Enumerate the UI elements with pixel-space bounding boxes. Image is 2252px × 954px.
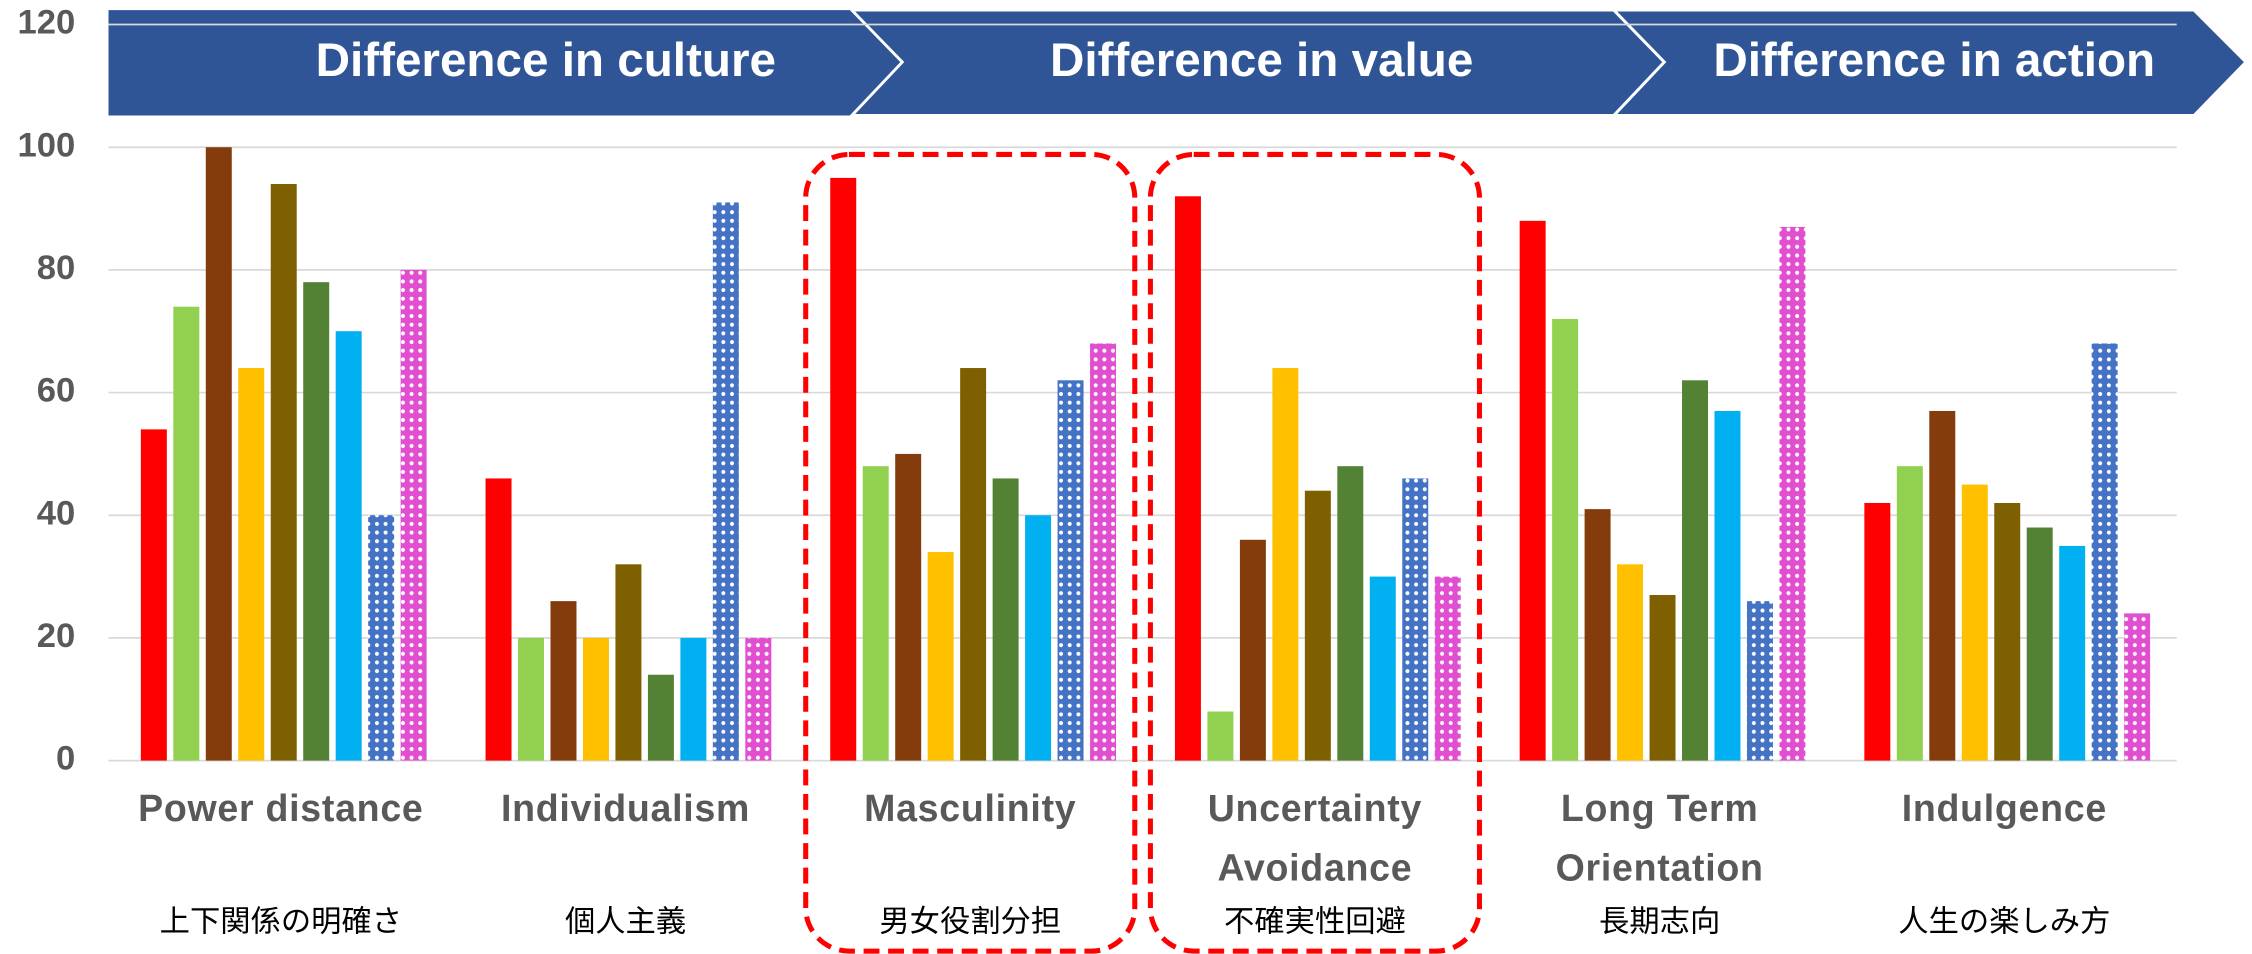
bar (830, 177, 857, 761)
bar (485, 478, 512, 761)
x-label-box: Masculinity (864, 786, 1077, 830)
highlight-box (1147, 151, 1483, 954)
bar (1272, 368, 1299, 761)
bar (335, 331, 362, 761)
bar (518, 637, 545, 761)
x-tick-label: Long Term Orientation (1555, 786, 1764, 890)
bar (270, 184, 297, 761)
y-tick-label: 120 (18, 4, 76, 42)
bar (1961, 484, 1988, 761)
bar (582, 637, 609, 761)
bar (647, 674, 674, 761)
x-label-box: Power distance (138, 786, 424, 830)
bar (2124, 613, 2151, 761)
banner-arrow (108, 10, 903, 116)
bar (1682, 380, 1708, 761)
bar (173, 306, 200, 761)
bar (1994, 502, 2021, 761)
bar (895, 453, 922, 761)
bar (1896, 466, 1923, 761)
bar (1552, 318, 1579, 761)
x-tick-label: Masculinity (864, 786, 1077, 830)
bar (745, 637, 772, 761)
bar (2091, 343, 2118, 761)
bar (238, 368, 265, 761)
bar (927, 552, 954, 761)
category-note: 長期志向 (1599, 905, 1720, 939)
bar (205, 147, 232, 761)
x-label-box: Long Term Orientation (1555, 786, 1764, 890)
x-tick-label: Uncertainty Avoidance (1207, 786, 1423, 890)
bar (1864, 502, 1891, 761)
bar (303, 282, 330, 761)
bar (1434, 576, 1461, 761)
bar (1337, 466, 1364, 761)
bar (140, 429, 167, 761)
bar (1617, 564, 1644, 761)
bar (615, 564, 642, 761)
category-note: 男女役割分担 (879, 905, 1061, 939)
bar (1174, 196, 1201, 761)
bar (368, 515, 395, 761)
y-tick-label: 0 (56, 740, 75, 778)
bar (1929, 410, 1956, 761)
bar (400, 269, 427, 761)
banner-text: Difference in culture (316, 34, 776, 87)
bar (1402, 478, 1429, 761)
bar (1369, 576, 1396, 761)
x-label-box: Indulgence (1901, 786, 2107, 830)
banner-text: Difference in value (1050, 34, 1473, 87)
bar (2026, 527, 2053, 761)
bar (1714, 410, 1741, 761)
x-label-box: Uncertainty Avoidance (1207, 786, 1423, 890)
y-tick-label: 60 (37, 372, 76, 410)
bar (1584, 509, 1611, 761)
bar (680, 637, 707, 761)
banner-text: Difference in action (1713, 34, 2155, 87)
bar (1746, 601, 1773, 761)
y-tick-label: 100 (18, 126, 76, 164)
bar (992, 478, 1019, 761)
bar (1304, 490, 1331, 761)
y-tick-label: 20 (37, 617, 76, 655)
bar (862, 466, 889, 761)
bar (1207, 711, 1234, 761)
bar (1779, 226, 1806, 761)
x-tick-label: Power distance (138, 786, 424, 830)
y-tick-label: 80 (37, 249, 76, 287)
bar (1025, 515, 1052, 761)
category-note: 上下関係の明確さ (160, 905, 402, 939)
bar (712, 202, 739, 761)
bar (2059, 545, 2086, 761)
bar (1057, 380, 1084, 761)
x-tick-label: Individualism (500, 786, 751, 830)
bar (1239, 539, 1266, 761)
bar (1649, 594, 1676, 761)
category-note: 個人主義 (565, 905, 686, 939)
banner-arrow (1610, 8, 2249, 117)
category-note: 人生の楽しみ方 (1898, 905, 2110, 939)
bar (550, 601, 577, 761)
bar (1519, 220, 1546, 761)
x-label-box: Individualism (500, 786, 751, 830)
y-tick-label: 40 (37, 494, 76, 532)
highlight-box (803, 151, 1138, 954)
category-note: 不確実性回避 (1224, 905, 1406, 939)
bar (960, 368, 987, 761)
bar (1090, 343, 1117, 761)
x-tick-label: Indulgence (1901, 786, 2107, 830)
